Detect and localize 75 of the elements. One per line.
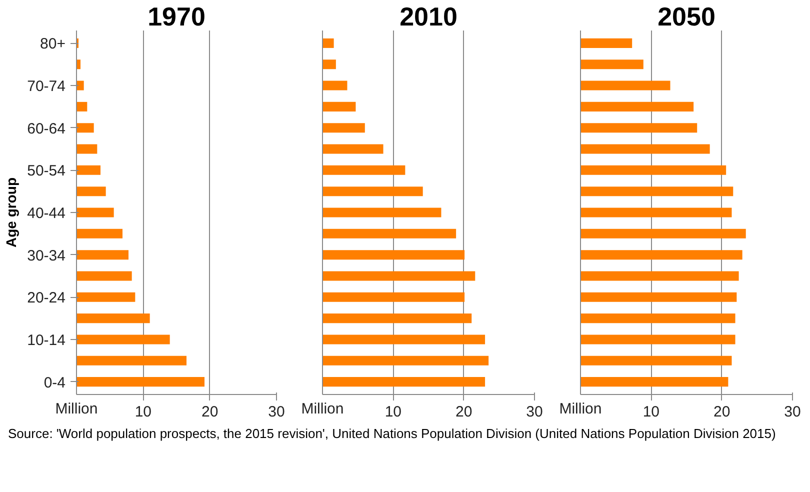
y-tick-label: 0-4 bbox=[44, 374, 66, 392]
x-axis-title: Million bbox=[559, 400, 602, 418]
bar bbox=[76, 186, 106, 196]
bar bbox=[76, 102, 88, 112]
bar bbox=[322, 250, 465, 260]
x-axis-title: Million bbox=[55, 400, 98, 418]
y-tick-label: 40-44 bbox=[27, 205, 66, 222]
bar bbox=[76, 228, 122, 238]
bar bbox=[580, 165, 726, 175]
bar bbox=[580, 80, 670, 90]
bar bbox=[580, 228, 746, 238]
bar bbox=[322, 314, 472, 324]
bar bbox=[322, 60, 336, 70]
x-tick-label: 30 bbox=[784, 404, 801, 420]
bar bbox=[322, 165, 406, 175]
bar bbox=[76, 356, 186, 366]
bar bbox=[322, 334, 486, 344]
bar bbox=[322, 144, 384, 154]
y-axis-title: Age group bbox=[3, 177, 20, 248]
y-tick-label: 80+ bbox=[40, 36, 66, 53]
bar bbox=[322, 377, 486, 387]
bar bbox=[580, 102, 694, 112]
bar bbox=[580, 314, 736, 324]
bar bbox=[322, 356, 489, 366]
bar bbox=[322, 228, 456, 238]
bar bbox=[76, 80, 84, 90]
bar bbox=[580, 60, 644, 70]
bar bbox=[322, 123, 365, 133]
bar bbox=[76, 144, 98, 154]
bar bbox=[76, 314, 150, 324]
bar bbox=[322, 102, 356, 112]
bar bbox=[322, 292, 465, 302]
bar bbox=[580, 271, 739, 281]
x-tick-label: 10 bbox=[134, 404, 152, 420]
bar bbox=[76, 165, 100, 175]
y-tick-label: 50-54 bbox=[27, 162, 66, 180]
y-tick-label: 30-34 bbox=[27, 247, 66, 264]
bar bbox=[580, 250, 742, 260]
chart-title: 2050 bbox=[658, 2, 716, 32]
chart-title: 1970 bbox=[148, 2, 206, 32]
source-note: Source: 'World population prospects, the 2015 revision', United Nations Population Division (United Nations Population Division 2015) bbox=[8, 425, 776, 443]
bar bbox=[580, 334, 736, 344]
x-tick-label: 30 bbox=[526, 404, 543, 420]
bar bbox=[322, 38, 334, 48]
bar bbox=[580, 356, 732, 366]
bar bbox=[580, 377, 728, 387]
bar bbox=[580, 186, 734, 196]
x-tick-label: 10 bbox=[642, 404, 660, 420]
bar bbox=[76, 123, 94, 133]
chart-title: 2010 bbox=[400, 2, 458, 32]
bar bbox=[580, 38, 632, 48]
y-tick-label: 70-74 bbox=[27, 78, 66, 96]
bar bbox=[322, 271, 476, 281]
bar bbox=[76, 208, 114, 218]
bar bbox=[580, 123, 698, 133]
bar bbox=[76, 377, 204, 387]
x-tick-label: 20 bbox=[455, 404, 472, 420]
x-axis-title: Million bbox=[301, 400, 344, 418]
x-tick-label: 20 bbox=[713, 404, 730, 420]
bar bbox=[76, 250, 128, 260]
bar bbox=[322, 208, 442, 218]
bar bbox=[580, 208, 732, 218]
bar bbox=[76, 271, 132, 281]
bar bbox=[580, 292, 737, 302]
x-tick-label: 10 bbox=[384, 404, 402, 420]
bar bbox=[76, 334, 170, 344]
y-tick-label: 60-64 bbox=[27, 120, 66, 138]
bar bbox=[76, 292, 136, 302]
y-tick-label: 10-14 bbox=[27, 332, 66, 349]
x-tick-label: 20 bbox=[201, 404, 218, 420]
x-tick-label: 30 bbox=[268, 404, 285, 420]
bar bbox=[580, 144, 710, 154]
bar bbox=[322, 80, 348, 90]
y-tick-label: 20-24 bbox=[27, 290, 66, 307]
bar bbox=[322, 186, 423, 196]
